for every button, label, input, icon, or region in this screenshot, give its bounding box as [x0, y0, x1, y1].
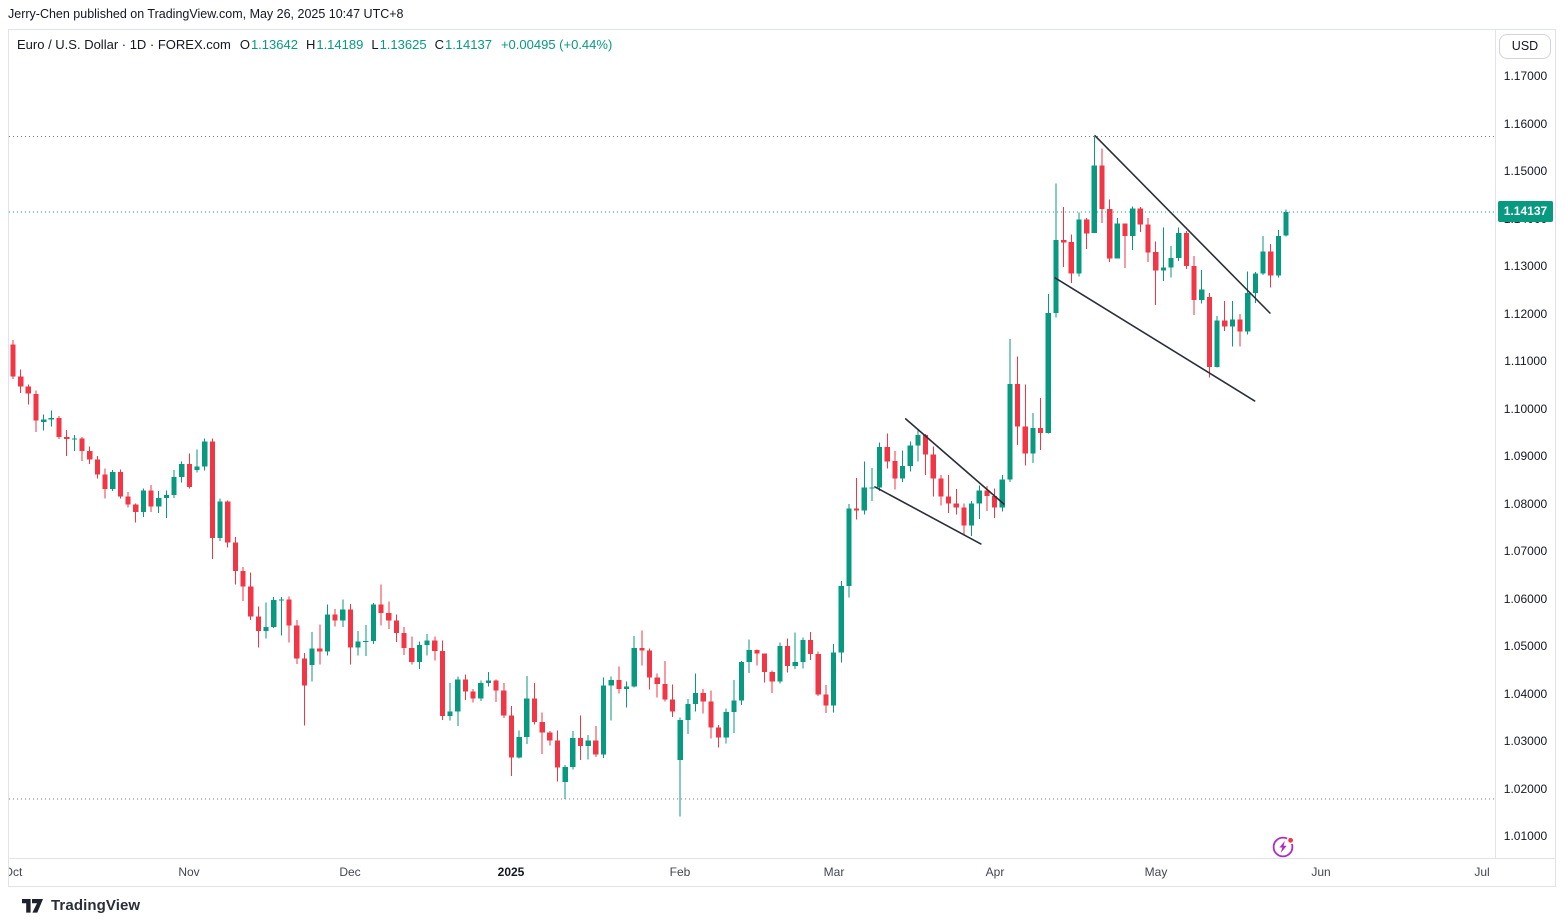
price-tick-1.03000: 1.03000: [1503, 734, 1548, 748]
price-tick-1.09000: 1.09000: [1503, 449, 1548, 463]
symbol-legend: Euro / U.S. Dollar · 1D · FOREX.com O 1.1…: [17, 37, 612, 52]
time-tick-apr: Apr: [985, 865, 1005, 879]
currency-toggle-button[interactable]: USD: [1499, 34, 1551, 59]
price-tick-1.10000: 1.10000: [1503, 401, 1548, 416]
price-tick-1.12000: 1.12000: [1503, 306, 1548, 321]
price-tick-1.06000: 1.06000: [1503, 591, 1548, 606]
time-tick-jul: Jul: [1474, 865, 1490, 879]
chart-widget: Euro / U.S. Dollar · 1D · FOREX.com O 1.1…: [8, 29, 1556, 887]
ohlc-h: H 1.14189: [305, 37, 364, 52]
time-tick-oct: Oct: [9, 865, 23, 879]
ohlc-o: O 1.13642: [239, 37, 298, 52]
time-tick-dec: Dec: [339, 865, 361, 879]
time-tick-nov: Nov: [178, 865, 200, 879]
change-value: +0.00495 (+0.44%): [500, 37, 613, 52]
price-tick-1.13000: 1.13000: [1503, 259, 1548, 273]
price-tick-1.02000: 1.02000: [1503, 781, 1548, 796]
price-tick-1.08000: 1.08000: [1503, 496, 1548, 511]
chart-canvas[interactable]: [9, 30, 1495, 858]
ohlc-c: C 1.14137: [434, 37, 492, 52]
ohlc-l: L 1.13625: [371, 37, 427, 52]
symbol-title[interactable]: Euro / U.S. Dollar · 1D · FOREX.com: [17, 37, 231, 52]
time-tick-jun: Jun: [1311, 865, 1331, 879]
time-axis[interactable]: Oct Nov Dec 2025 Feb Mar Apr May Jun Jul: [9, 858, 1555, 886]
price-tick-1.07000: 1.07000: [1503, 544, 1548, 558]
time-tick-mar: Mar: [823, 865, 845, 879]
ohlc-values: O 1.13642 H 1.14189 L 1.13625 C 1.14137: [240, 37, 492, 52]
time-tick-may: May: [1144, 865, 1168, 879]
attribution-text: Jerry-Chen published on TradingView.com,…: [8, 7, 404, 21]
price-tick-1.11000: 1.11000: [1504, 354, 1547, 368]
tradingview-logo[interactable]: TradingView: [22, 897, 140, 914]
price-tick-1.15000: 1.15000: [1503, 164, 1548, 178]
tradingview-logo-text: TradingView: [51, 897, 141, 914]
price-tick-1.05000: 1.05000: [1503, 639, 1548, 653]
last-price-badge: 1.14137: [1498, 201, 1553, 222]
time-tick-2025: 2025: [497, 865, 525, 879]
tradingview-logo-icon: [22, 898, 43, 913]
flash-icon[interactable]: [1270, 834, 1296, 860]
price-tick-1.16000: 1.16000: [1503, 116, 1548, 131]
time-tick-feb: Feb: [669, 865, 691, 879]
price-tick-1.04000: 1.04000: [1503, 686, 1548, 701]
price-tick-1.01000: 1.01000: [1503, 829, 1548, 843]
price-axis[interactable]: USD 1.14137 1.170001.160001.150001.14000…: [1495, 30, 1555, 858]
price-tick-1.17000: 1.17000: [1503, 69, 1548, 83]
